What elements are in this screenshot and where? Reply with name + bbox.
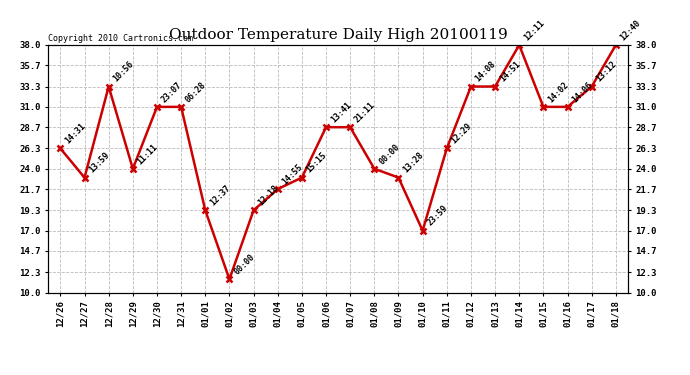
Text: 14:08: 14:08 bbox=[474, 60, 497, 84]
Title: Outdoor Temperature Daily High 20100119: Outdoor Temperature Daily High 20100119 bbox=[169, 28, 507, 42]
Text: 14:02: 14:02 bbox=[546, 80, 570, 104]
Text: 14:51: 14:51 bbox=[498, 60, 522, 84]
Text: 13:59: 13:59 bbox=[88, 151, 111, 175]
Text: 13:12: 13:12 bbox=[595, 60, 618, 84]
Text: 23:59: 23:59 bbox=[426, 204, 449, 228]
Text: 11:11: 11:11 bbox=[136, 142, 159, 166]
Text: Copyright 2010 Cartronics.com: Copyright 2010 Cartronics.com bbox=[48, 33, 193, 42]
Text: 14:55: 14:55 bbox=[281, 162, 304, 186]
Text: 21:11: 21:11 bbox=[353, 100, 377, 124]
Text: 12:11: 12:11 bbox=[522, 18, 546, 42]
Text: 12:29: 12:29 bbox=[450, 122, 473, 146]
Text: 12:40: 12:40 bbox=[619, 18, 642, 42]
Text: 10:56: 10:56 bbox=[112, 60, 135, 84]
Text: 13:28: 13:28 bbox=[402, 151, 425, 175]
Text: 14:31: 14:31 bbox=[63, 122, 87, 146]
Text: 15:15: 15:15 bbox=[305, 151, 328, 175]
Text: 00:00: 00:00 bbox=[377, 142, 401, 166]
Text: 23:07: 23:07 bbox=[160, 80, 184, 104]
Text: 00:00: 00:00 bbox=[233, 252, 256, 276]
Text: 14:06: 14:06 bbox=[571, 80, 594, 104]
Text: 06:28: 06:28 bbox=[184, 80, 208, 104]
Text: 12:18: 12:18 bbox=[257, 183, 280, 207]
Text: 12:37: 12:37 bbox=[208, 183, 232, 207]
Text: 13:41: 13:41 bbox=[329, 100, 353, 124]
